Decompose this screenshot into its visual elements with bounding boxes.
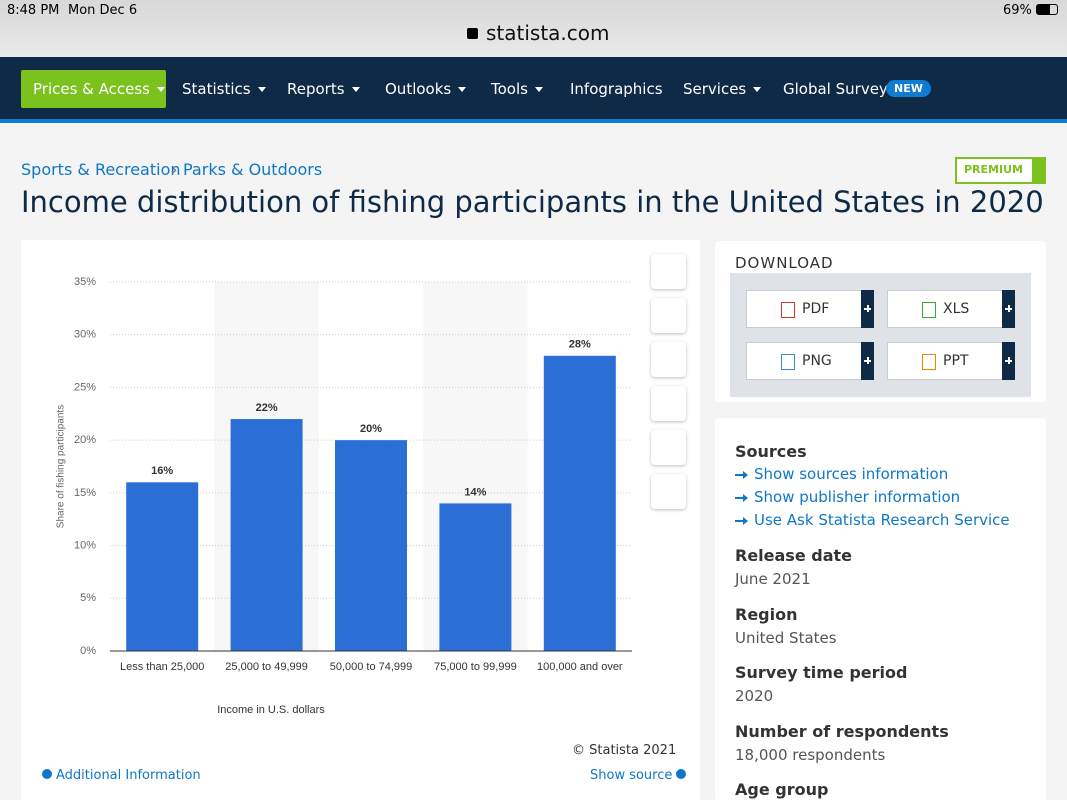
settings-button[interactable] <box>651 342 686 377</box>
caret <box>257 87 266 92</box>
y-axis-label: Share of fishing participants <box>56 405 67 528</box>
status-time: 8:48 PM <box>7 3 60 18</box>
additional-info-text: Additional Information <box>56 768 201 783</box>
page-title: Income distribution of fishing participa… <box>21 185 1044 219</box>
battery: 69% <box>1003 3 1032 18</box>
x-tick-label: 25,000 to 49,999 <box>225 661 308 673</box>
nav-item[interactable]: Statistics <box>182 70 266 108</box>
value-label: 14% <box>464 486 486 498</box>
nav-item[interactable]: Infographics <box>570 70 663 108</box>
nav-item[interactable]: Reports <box>287 70 360 108</box>
nav-item[interactable]: Services <box>683 70 762 108</box>
chart-source: © Statista 2021 <box>572 743 677 758</box>
nav-label: Statistics <box>182 80 251 98</box>
bar <box>230 419 303 651</box>
premium-plus <box>1032 157 1046 184</box>
download-label: PDF <box>802 301 830 317</box>
nav-item[interactable]: Global Survey <box>783 70 888 108</box>
download-heading: DOWNLOAD <box>735 254 834 272</box>
detail-label: Region <box>735 604 798 624</box>
detail-value: June 2021 <box>735 570 811 588</box>
y-tick-label: 5% <box>80 592 96 604</box>
detail-label: Release date <box>735 546 852 565</box>
source-link[interactable]: Show sources information <box>735 465 948 483</box>
nav-label: Services <box>683 80 747 98</box>
y-tick-label: 20% <box>74 434 96 446</box>
download-button[interactable]: XLS <box>887 290 1015 328</box>
download-button[interactable]: PNG <box>746 342 874 380</box>
browser-bar: 8:48 PM Mon Dec 6 69% statista.com <box>0 0 1067 57</box>
nav-item[interactable]: Outlooks <box>385 70 467 108</box>
cite-button[interactable] <box>651 430 686 465</box>
bar <box>126 482 199 651</box>
detail-label: Age group <box>735 780 829 799</box>
download-label: PNG <box>802 353 832 369</box>
notify-button[interactable] <box>651 298 686 333</box>
x-axis-label: Income in U.S. dollars <box>217 704 325 716</box>
caret <box>534 87 543 92</box>
status-date: Mon Dec 6 <box>68 3 138 18</box>
caret <box>351 87 360 92</box>
detail-value: United States <box>735 628 837 647</box>
bar <box>439 503 512 651</box>
download-button[interactable]: PDF <box>746 290 874 328</box>
value-label: 22% <box>256 402 278 414</box>
new-badge: NEW <box>886 80 931 97</box>
nav-label: Outlooks <box>385 80 452 98</box>
detail-label: Number of respondents <box>735 721 949 741</box>
show-source-text: Show source <box>590 768 673 783</box>
bar <box>543 355 616 651</box>
source-link[interactable]: Show publisher information <box>735 488 960 506</box>
y-tick-label: 30% <box>74 329 96 341</box>
caret <box>458 87 467 92</box>
show-source[interactable]: Show source <box>590 768 687 783</box>
navbar: Prices & Access Statistics Reports Outlooks… <box>0 57 1067 123</box>
caret <box>157 87 165 92</box>
x-tick-label: 75,000 to 99,999 <box>434 661 517 673</box>
bar <box>335 440 407 651</box>
print-button[interactable] <box>651 474 686 509</box>
breadcrumb[interactable]: Sports & Recreation <box>21 160 181 179</box>
x-tick-label: Less than 25,000 <box>120 661 204 673</box>
additional-info[interactable]: Additional Information <box>42 768 201 783</box>
caret <box>753 87 762 92</box>
x-tick-label: 100,000 and over <box>537 661 623 673</box>
premium-badge[interactable]: PREMIUM <box>955 157 1046 184</box>
breadcrumb[interactable]: Parks & Outdoors <box>183 160 323 179</box>
y-tick-label: 0% <box>80 645 96 657</box>
nav-active-item[interactable]: Prices & Access <box>21 70 166 108</box>
nav-label: Global Survey <box>783 80 888 98</box>
premium-text: PREMIUM <box>964 163 1023 176</box>
detail-value: 18,000 respondents <box>735 745 886 764</box>
download-label: XLS <box>943 301 970 317</box>
y-tick-label: 25% <box>74 381 96 393</box>
nav-item[interactable]: Tools <box>491 70 543 108</box>
download-button[interactable]: PPT <box>887 342 1015 380</box>
x-tick-label: 50,000 to 74,999 <box>330 661 413 673</box>
breadcrumb-separator: › <box>171 160 178 179</box>
y-tick-label: 10% <box>74 539 96 551</box>
nav-label: Tools <box>491 80 528 98</box>
value-label: 28% <box>569 339 591 351</box>
details-card <box>715 418 1046 800</box>
y-tick-label: 35% <box>74 276 96 288</box>
y-tick-label: 15% <box>74 487 96 499</box>
nav-label: Infographics <box>570 80 663 98</box>
nav-label: Prices & Access <box>33 80 150 98</box>
url[interactable]: statista.com <box>486 21 610 45</box>
download-label: PPT <box>943 353 969 369</box>
chart: 0% 5% 10% 15% 20% 25% 30% 35% Share of fishing p… <box>56 276 632 716</box>
battery-icon <box>1036 4 1058 15</box>
sources-heading: Sources <box>735 442 807 461</box>
favorite-button[interactable] <box>651 254 686 289</box>
lock-icon <box>467 28 478 39</box>
nav-label: Reports <box>287 80 345 98</box>
share-button[interactable] <box>651 386 686 421</box>
source-link[interactable]: Use Ask Statista Research Service <box>735 511 1010 529</box>
detail-label: Survey time period <box>735 663 908 682</box>
value-label: 16% <box>151 465 173 477</box>
detail-value: 2020 <box>735 687 774 705</box>
value-label: 20% <box>360 423 382 435</box>
